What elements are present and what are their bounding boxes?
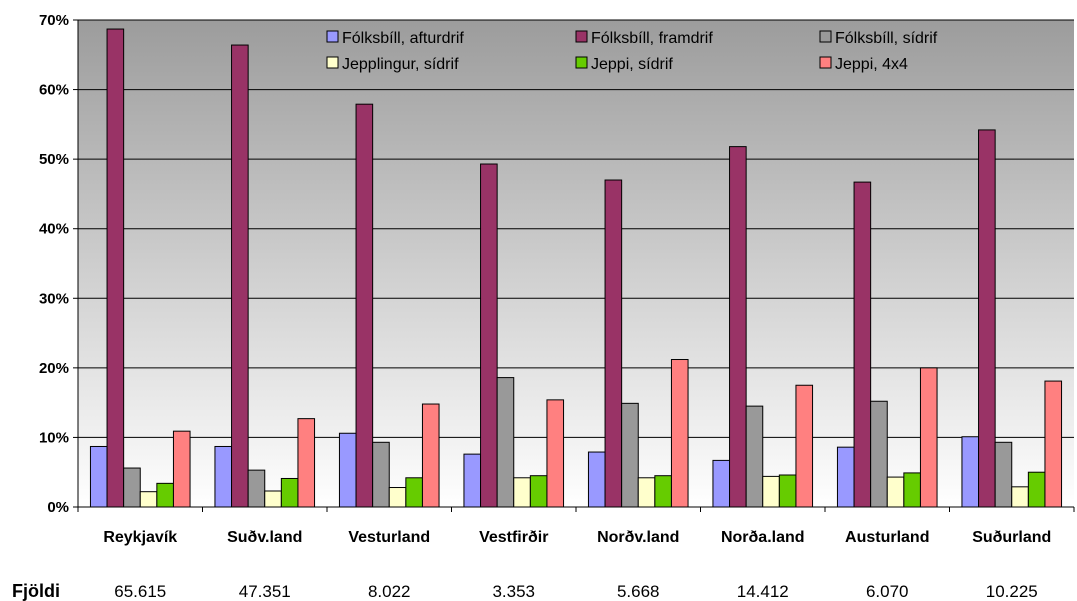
bar-5-6 [778,474,797,508]
bar-1-6 [712,459,731,508]
y-tick-label: 30% [39,290,69,307]
bar-3-2 [247,469,266,508]
bar-5-7 [903,472,921,508]
y-tick-label: 40% [39,221,69,238]
bar-3-6 [745,405,764,508]
bar-6-2 [297,418,316,508]
bar-1-2 [214,445,233,508]
bar-3-8 [994,441,1013,508]
bar-2-7 [853,181,872,508]
bar-2-4 [480,163,498,508]
x-category-labels: Reykjavík Suðv.land Vesturland Vestfirðir No… [103,529,1051,546]
bar-2-8 [978,129,996,508]
legend: Fólksbíll, afturdrif Fólksbíll, framdrif F… [326,30,938,73]
count-row: Fjöldi 65.615 47.351 8.022 3.353 5.668 14.412 6… [12,581,1038,601]
x-category-label: Norða.land [721,529,805,546]
bar-4-2 [264,490,282,508]
x-category-label: Norðv.land [597,529,679,546]
bar-2-1 [106,28,125,508]
bar-4-6 [762,475,780,508]
x-category-label: Suðv.land [227,529,302,546]
legend-label: Fólksbíll, framdrif [591,30,713,47]
count-value: 8.022 [368,582,411,601]
legend-swatch [326,56,339,69]
count-value: 14.412 [737,582,789,601]
count-value: 3.353 [492,582,535,601]
legend-label: Jeppi, sídrif [591,56,673,73]
y-tick-label: 20% [39,360,69,377]
x-category-label: Austurland [845,529,929,546]
count-value: 65.615 [114,582,166,601]
legend-label: Jepplingur, sídrif [342,56,459,73]
y-tick-label: 0% [47,499,69,516]
legend-label: Fólksbíll, afturdrif [342,30,464,47]
x-category-label: Suðurland [972,529,1051,546]
legend-swatch [575,56,588,69]
legend-swatch [819,30,832,43]
bar-1-7 [836,446,855,508]
bar-1-8 [961,436,980,508]
bar-2-3 [355,103,374,508]
bar-5-3 [405,477,423,508]
bar-4-8 [1011,486,1029,508]
bar-3-3 [372,441,390,508]
bar-5-8 [1027,471,1046,508]
bar-4-7 [886,476,905,508]
bar-5-4 [529,475,548,508]
bar-6-1 [172,430,191,508]
y-tick-label: 70% [39,12,69,29]
count-value: 10.225 [986,582,1038,601]
legend-swatch [326,30,339,43]
count-value: 5.668 [617,582,660,601]
bar-3-7 [870,400,888,508]
bar-4-3 [388,487,407,508]
bar-1-4 [463,453,482,508]
y-tick-labels: 0% 10% 20% 30% 40% 50% 60% 70% [39,12,69,516]
bar-5-1 [156,482,174,508]
y-tick-label: 50% [39,151,69,168]
bar-6-5 [670,359,689,508]
bar-3-1 [123,467,141,508]
bars [89,28,1063,508]
x-category-label: Vestfirðir [479,529,548,546]
y-tick-label: 10% [39,429,69,446]
bar-2-2 [231,44,249,508]
bar-6-7 [919,367,938,508]
x-category-label: Reykjavík [103,529,177,546]
bar-4-5 [637,477,656,508]
count-value: 47.351 [239,582,291,601]
bar-1-1 [89,445,108,508]
bar-3-4 [496,377,515,508]
legend-swatch [819,56,832,69]
bar-4-4 [513,477,531,508]
bar-1-5 [587,451,606,508]
bar-5-5 [654,475,672,508]
axes [73,19,1075,512]
count-row-label: Fjöldi [12,581,60,601]
x-category-label: Vesturland [348,529,430,546]
bar-4-1 [139,491,158,508]
bar-3-5 [621,402,639,508]
legend-label: Jeppi, 4x4 [835,56,908,73]
bar-6-8 [1044,380,1063,508]
bar-6-4 [546,399,565,508]
legend-label: Fólksbíll, sídrif [835,30,938,47]
y-tick-label: 60% [39,82,69,99]
bar-1-3 [338,432,357,508]
legend-swatch [575,30,588,43]
bar-2-5 [604,179,623,508]
count-value: 6.070 [866,582,909,601]
bar-6-6 [795,384,814,508]
bar-5-2 [280,477,299,508]
bar-6-3 [421,403,440,508]
bar-2-6 [729,146,747,508]
